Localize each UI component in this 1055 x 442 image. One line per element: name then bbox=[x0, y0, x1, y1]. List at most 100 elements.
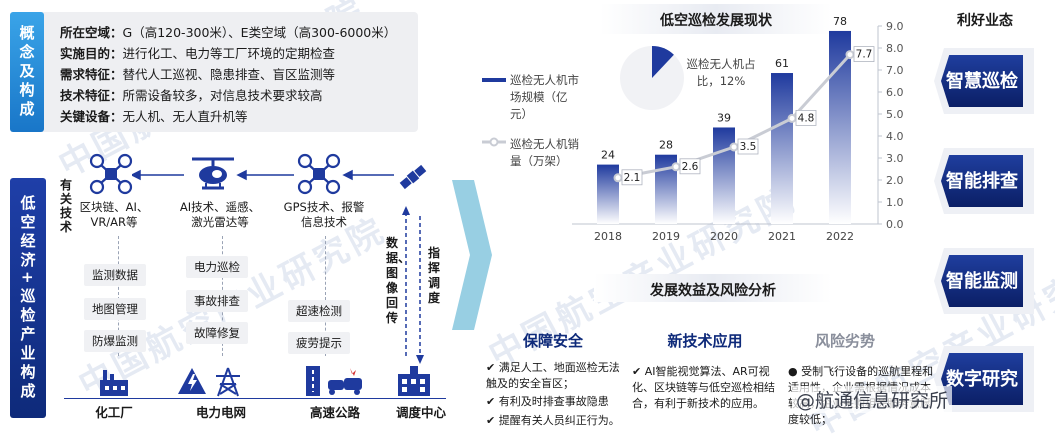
analysis-col-head: 新技术应用 bbox=[667, 332, 743, 350]
line-value-label: 7.7 bbox=[856, 49, 873, 61]
scene-baseline bbox=[64, 398, 446, 399]
benefit-item: 智能排查 bbox=[941, 155, 1023, 207]
scene-label: 化工厂 bbox=[95, 405, 133, 420]
function-tag: 超速检测 bbox=[288, 300, 350, 322]
benefit-item: 智慧巡检 bbox=[941, 55, 1023, 107]
bar bbox=[655, 154, 677, 224]
legend-bar-swatch bbox=[482, 78, 506, 82]
concept-row: 关键设备：无人机、无人直升机等 bbox=[60, 109, 248, 124]
line-value-label: 3.5 bbox=[740, 141, 757, 153]
scene-label: 高速公路 bbox=[309, 405, 360, 420]
dispatch-label: 指挥调度 bbox=[428, 246, 441, 305]
concept-row: 需求特征：替代人工巡视、隐患排查、盲区监测等 bbox=[60, 67, 336, 82]
function-tag: 故障修复 bbox=[186, 322, 248, 344]
satellite-icon bbox=[399, 164, 427, 190]
chart: 0.0 1.0 2.0 3.0 4.0 5.0 6.0 7.0 8.0 9.0 24 2018 28 20… bbox=[482, 15, 904, 243]
category-label: 2021 bbox=[768, 230, 796, 243]
analysis-col-head: 保障安全 bbox=[522, 332, 583, 350]
y-tick-label: 3.0 bbox=[886, 152, 904, 165]
legend-line-label: 巡检无人机销量（万架） bbox=[510, 137, 579, 168]
line-value-box bbox=[795, 110, 817, 126]
check-icon: ✔ bbox=[486, 414, 499, 427]
function-tag: 事故排查 bbox=[186, 290, 248, 312]
line-point bbox=[671, 162, 681, 172]
analysis-bullet: ✔ 有利及时排查事故隐患 bbox=[486, 395, 609, 408]
function-tag: 地图管理 bbox=[84, 298, 146, 320]
factory-icon bbox=[100, 370, 128, 396]
bar bbox=[597, 164, 619, 224]
line-value-box bbox=[621, 169, 643, 186]
y-tick-label: 8.0 bbox=[886, 42, 904, 55]
concept-panel bbox=[10, 12, 418, 132]
category-label: 2022 bbox=[826, 230, 854, 243]
benefits-title: 利好业态 bbox=[957, 13, 1013, 29]
helicopter-icon bbox=[192, 157, 234, 190]
dispatch-center-icon bbox=[398, 366, 430, 396]
check-icon: ✔ bbox=[632, 365, 645, 378]
scene-label: 电力电网 bbox=[195, 405, 246, 420]
analysis-bullet: ✔ 满足人工、地面巡检无法触及的安全盲区； bbox=[486, 361, 620, 390]
vertical-arrows bbox=[402, 206, 424, 364]
y-tick-label: 4.0 bbox=[886, 130, 904, 143]
tech-text: 区块链、AI、VR/AR等 bbox=[79, 200, 149, 229]
category-label: 2018 bbox=[594, 230, 622, 243]
y-tick-label: 6.0 bbox=[886, 86, 904, 99]
chart-title-bg bbox=[600, 4, 832, 34]
function-tag: 电力巡检 bbox=[186, 256, 248, 278]
analysis-bullet: ✔ 提醒有关人员纠正行为。 bbox=[486, 414, 620, 427]
y-tick-label: 2.0 bbox=[886, 174, 904, 187]
connector-line bbox=[118, 236, 119, 356]
line-value-label: 4.8 bbox=[798, 112, 815, 124]
benefit-item: 数字研究 bbox=[941, 353, 1023, 405]
legend-line-marker bbox=[489, 137, 499, 147]
line-value-label: 2.1 bbox=[624, 172, 641, 184]
line-point bbox=[613, 173, 623, 183]
highway-icon bbox=[306, 366, 362, 396]
source-watermark: @航通信息研究所 bbox=[792, 386, 953, 413]
check-icon: ✔ bbox=[486, 361, 499, 374]
scene-label: 调度中心 bbox=[395, 405, 446, 420]
connector-line bbox=[325, 236, 326, 356]
y-tick-label: 9.0 bbox=[886, 20, 904, 33]
y-tick-label: 7.0 bbox=[886, 64, 904, 77]
function-tag: 监测数据 bbox=[84, 264, 146, 286]
drone-icon bbox=[89, 153, 133, 195]
chart-title: 低空巡检发展现状 bbox=[660, 13, 772, 29]
bar-value-label: 39 bbox=[717, 111, 731, 124]
line-point bbox=[845, 50, 855, 60]
analysis-col-head: 风险劣势 bbox=[814, 332, 875, 350]
flow-arrows bbox=[132, 169, 394, 181]
chevron-arrow-icon bbox=[452, 180, 492, 330]
concept-row: 所在空域：G（高120-300米）、E类空域（高300-6000米） bbox=[60, 25, 397, 40]
bar bbox=[713, 127, 735, 224]
pie-slice bbox=[652, 46, 674, 78]
power-grid-icon bbox=[178, 367, 240, 397]
tech-text: GPS技术、报警信息技术 bbox=[283, 200, 365, 229]
category-label: 2020 bbox=[710, 230, 738, 243]
concept-row: 技术特征：所需设备较多，对信息技术要求较高 bbox=[60, 88, 323, 103]
tech-text: AI技术、遥感、激光雷达等 bbox=[179, 200, 261, 229]
concept-tab: 概念及构成 bbox=[10, 12, 44, 132]
legend-bar-label: 巡检无人机市场规模（亿元） bbox=[510, 73, 579, 121]
bar-value-label: 28 bbox=[659, 139, 673, 152]
line-value-box bbox=[737, 138, 759, 155]
industry-tab: 低空经济+巡检产业构成 bbox=[10, 178, 46, 418]
bar bbox=[829, 30, 851, 225]
data-upload-label: 数据、图像回传 bbox=[386, 236, 411, 325]
bar-value-label: 61 bbox=[775, 57, 789, 70]
bullet-dot-icon: ● bbox=[788, 365, 802, 378]
line-value-label: 2.6 bbox=[682, 161, 699, 173]
category-label: 2019 bbox=[652, 230, 680, 243]
bar bbox=[771, 73, 793, 225]
analysis-title-bg bbox=[594, 274, 832, 302]
line-point bbox=[787, 113, 797, 123]
bar-value-label: 24 bbox=[601, 149, 615, 162]
function-tag: 防爆监测 bbox=[84, 330, 146, 352]
analysis-title: 发展效益及风险分析 bbox=[650, 283, 776, 299]
pie-label: 巡检无人机占比，12% bbox=[686, 57, 756, 88]
line-value-box bbox=[679, 158, 701, 175]
benefit-item: 智能监测 bbox=[941, 255, 1023, 307]
analysis-bullet: ✔ AI智能视觉算法、AR可视化、区块链等与低空巡检相结合，有利于新技术的应用。 bbox=[632, 365, 775, 410]
check-icon: ✔ bbox=[486, 395, 499, 408]
function-tag: 疲劳提示 bbox=[288, 332, 350, 354]
